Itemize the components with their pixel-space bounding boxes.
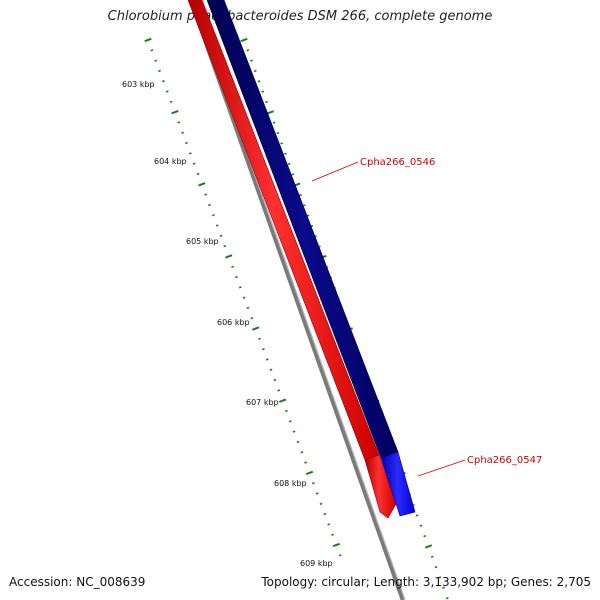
- inner-ruler-minor-tick: [269, 368, 273, 371]
- forward-cds-cpha266-0546: [206, 0, 399, 459]
- inner-ruler-minor-tick: [238, 286, 242, 289]
- outer-ruler-major-tick: [266, 110, 274, 115]
- inner-ruler-minor-tick: [311, 481, 315, 485]
- ruler-label: 609 kbp: [300, 559, 333, 568]
- outer-ruler-minor-tick: [253, 69, 257, 73]
- outer-ruler-minor-tick: [445, 596, 449, 600]
- inner-ruler-minor-tick: [250, 317, 254, 320]
- inner-ruler-minor-tick: [185, 141, 188, 145]
- outer-ruler-minor-tick: [442, 586, 445, 589]
- reverse-cds-2: [364, 454, 397, 519]
- genome-stats: Topology: circular; Length: 3,133,902 bp…: [261, 575, 591, 589]
- gene-label-cpha266-0546: Cpha266_0546: [360, 157, 435, 168]
- inner-ruler-minor-tick: [261, 348, 265, 351]
- ruler-labels: 603 kbp 604 kbp 605 kbp 606 kbp 607 kbp 608 k…: [122, 80, 333, 568]
- inner-ruler-minor-tick: [304, 461, 308, 464]
- inner-ruler-minor-tick: [273, 378, 277, 382]
- outer-ruler-minor-tick: [284, 152, 287, 155]
- outer-ruler-minor-tick: [246, 49, 250, 52]
- inner-ruler-minor-tick: [258, 337, 261, 341]
- inner-ruler-minor-tick: [235, 275, 238, 279]
- outer-ruler-major-tick: [240, 37, 248, 43]
- outer-ruler-minor-tick: [291, 173, 295, 176]
- outer-ruler-minor-tick: [276, 131, 280, 135]
- outer-ruler-minor-tick: [272, 121, 276, 124]
- ruler-label: 607 kbp: [246, 398, 279, 407]
- inner-ruler-minor-tick: [196, 172, 200, 176]
- inner-ruler-minor-tick: [231, 265, 234, 268]
- outer-ruler-major-tick: [424, 544, 433, 549]
- outer-ruler-minor-tick: [265, 100, 268, 104]
- inner-ruler-minor-tick: [288, 420, 292, 423]
- inner-ruler-minor-tick: [154, 59, 158, 62]
- inner-ruler-minor-tick: [285, 409, 288, 413]
- inner-ruler-minor-tick: [192, 162, 196, 165]
- inner-ruler-minor-tick: [204, 193, 208, 196]
- inner-ruler-minor-tick: [338, 554, 342, 557]
- inner-ruler-minor-tick: [158, 69, 161, 73]
- outer-ruler-minor-tick: [280, 142, 284, 145]
- inner-ruler-minor-tick: [323, 512, 327, 516]
- forward-cds-cpha266-0547: [380, 451, 416, 517]
- inner-ruler-minor-tick: [181, 131, 185, 134]
- inner-ruler-minor-tick: [296, 440, 300, 444]
- ruler-label: 605 kbp: [186, 237, 219, 246]
- inner-ruler-major-tick: [252, 326, 260, 331]
- inner-ruler-minor-tick: [215, 224, 219, 227]
- inner-ruler-minor-tick: [300, 451, 304, 454]
- ruler-label: 604 kbp: [154, 157, 187, 166]
- reverse-cds-1: [187, 0, 380, 461]
- inner-ruler-minor-tick: [331, 533, 334, 536]
- inner-ruler-minor-tick: [161, 80, 165, 83]
- inner-ruler-major-tick: [225, 254, 233, 259]
- inner-ruler-minor-tick: [188, 152, 192, 155]
- outer-ruler-minor-tick: [430, 555, 434, 558]
- ruler-label: 606 kbp: [217, 318, 250, 327]
- ruler-label: 608 kbp: [274, 479, 307, 488]
- inner-ruler-major-tick: [171, 109, 179, 115]
- ruler-label: 603 kbp: [122, 80, 155, 89]
- inner-ruler-minor-tick: [208, 203, 211, 207]
- inner-ruler-minor-tick: [246, 306, 250, 310]
- inner-ruler-major-tick: [305, 470, 314, 476]
- callout-line-cpha266-0547: [417, 459, 466, 477]
- inner-ruler-minor-tick: [265, 358, 269, 361]
- accession-label: Accession: NC_008639: [9, 575, 146, 589]
- inner-ruler-major-tick: [278, 398, 287, 403]
- inner-ruler-major-tick: [198, 182, 206, 187]
- outer-ruler-minor-tick: [419, 524, 423, 527]
- inner-ruler-minor-tick: [315, 492, 319, 495]
- inner-ruler-minor-tick: [177, 121, 181, 124]
- outer-ruler-minor-tick: [261, 90, 265, 93]
- outer-ruler-minor-tick: [287, 162, 291, 166]
- inner-ruler-minor-tick: [165, 90, 169, 93]
- inner-ruler-minor-tick: [292, 430, 296, 433]
- inner-ruler-minor-tick: [277, 389, 281, 392]
- outer-ruler-minor-tick: [423, 534, 427, 538]
- inner-ruler-major-tick: [332, 542, 341, 548]
- outer-ruler-minor-tick: [438, 576, 442, 579]
- inner-ruler-minor-tick: [327, 523, 331, 526]
- inner-ruler-minor-tick: [169, 100, 173, 104]
- inner-ruler-minor-tick: [150, 49, 154, 52]
- gene-label-cpha266-0547: Cpha266_0547: [467, 455, 542, 466]
- inner-ruler-minor-tick: [242, 296, 246, 299]
- outer-ruler-minor-tick: [434, 565, 438, 569]
- outer-ruler-minor-tick: [257, 80, 261, 83]
- inner-ruler-minor-tick: [211, 214, 215, 217]
- inner-ruler-minor-tick: [319, 502, 323, 505]
- callout-line-cpha266-0546: [311, 161, 359, 182]
- inner-ruler-minor-tick: [223, 244, 227, 248]
- inner-ruler-minor-tick: [219, 234, 223, 237]
- inner-ruler-major-tick: [144, 37, 152, 43]
- outer-ruler-minor-tick: [302, 204, 306, 207]
- outer-ruler-minor-tick: [415, 514, 419, 517]
- outer-ruler-minor-tick: [299, 193, 302, 197]
- outer-ruler-minor-tick: [250, 59, 253, 62]
